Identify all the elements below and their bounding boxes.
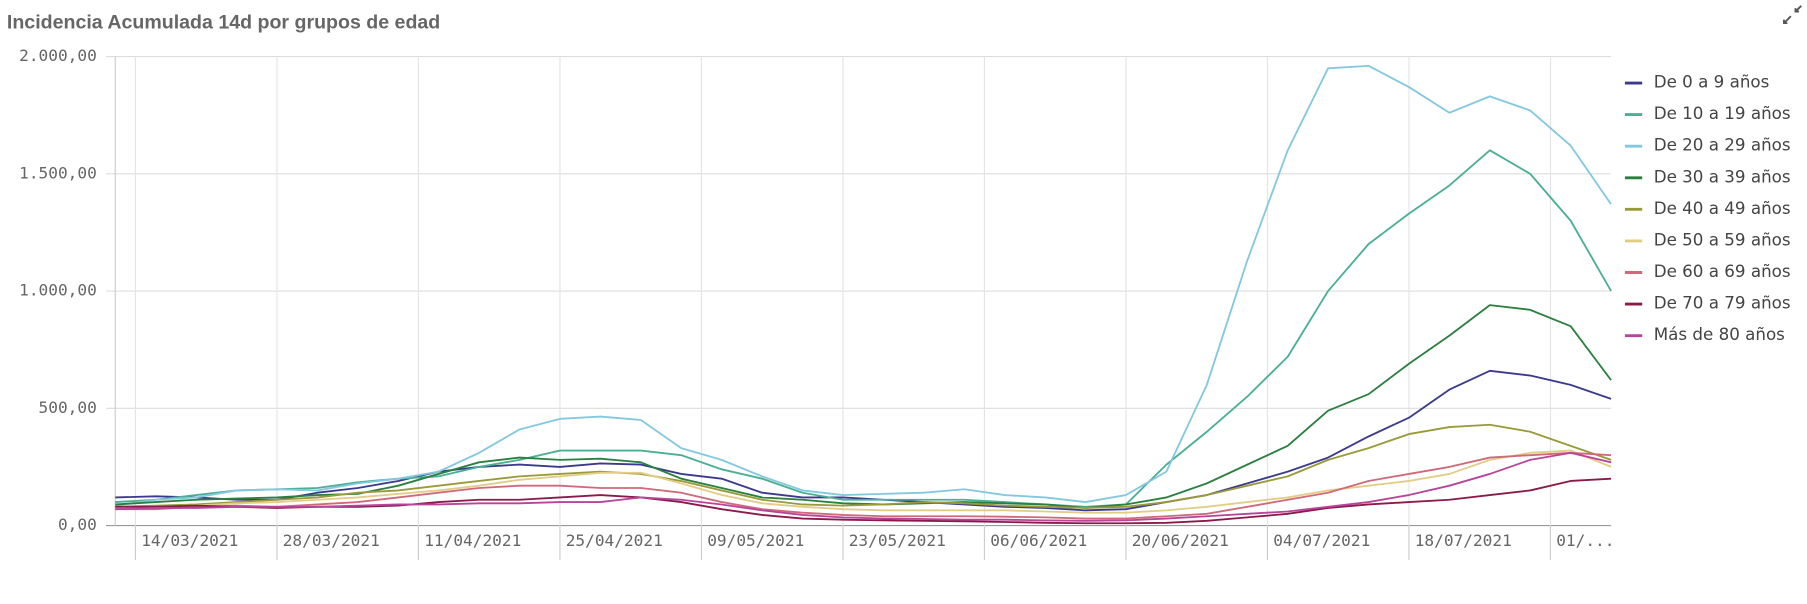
x-tick-label: 28/03/2021 bbox=[283, 531, 380, 550]
x-tick-label: 01/... bbox=[1556, 531, 1614, 550]
x-tick-label: 18/07/2021 bbox=[1415, 531, 1512, 550]
collapse-icon[interactable] bbox=[1783, 5, 1802, 25]
chart-title: Incidencia Acumulada 14d por grupos de e… bbox=[7, 11, 440, 33]
legend-label: Más de 80 años bbox=[1654, 324, 1785, 344]
x-tick-label: 20/06/2021 bbox=[1132, 531, 1229, 550]
x-tick-label: 25/04/2021 bbox=[566, 531, 663, 550]
legend-label: De 40 a 49 años bbox=[1654, 198, 1791, 218]
series-line bbox=[115, 64, 1612, 507]
legend-label: De 0 a 9 años bbox=[1654, 72, 1770, 92]
series-line bbox=[115, 451, 1612, 522]
series-line bbox=[115, 477, 1612, 525]
series-line bbox=[115, 149, 1612, 508]
x-tick-label: 09/05/2021 bbox=[707, 531, 804, 550]
y-tick-label: 0,00 bbox=[58, 515, 97, 534]
y-tick-label: 1.500,00 bbox=[19, 163, 97, 182]
legend-label: De 60 a 69 años bbox=[1654, 261, 1791, 281]
y-tick-label: 2.000,00 bbox=[19, 46, 97, 65]
series-line bbox=[115, 423, 1612, 509]
series-line bbox=[115, 449, 1612, 514]
legend-label: De 50 a 59 años bbox=[1654, 229, 1791, 249]
x-tick-label: 23/05/2021 bbox=[849, 531, 946, 550]
series-line bbox=[115, 369, 1612, 512]
legend-label: De 70 a 79 años bbox=[1654, 293, 1791, 313]
legend-label: De 30 a 39 años bbox=[1654, 166, 1791, 186]
x-tick-label: 11/04/2021 bbox=[424, 531, 521, 550]
x-tick-label: 04/07/2021 bbox=[1273, 531, 1370, 550]
y-tick-label: 1.000,00 bbox=[19, 281, 97, 300]
legend-label: De 20 a 29 años bbox=[1654, 135, 1791, 155]
x-tick-label: 06/06/2021 bbox=[990, 531, 1087, 550]
series-line bbox=[115, 451, 1612, 520]
legend-label: De 10 a 19 años bbox=[1654, 103, 1791, 123]
y-tick-label: 500,00 bbox=[39, 398, 97, 417]
x-tick-label: 14/03/2021 bbox=[141, 531, 238, 550]
